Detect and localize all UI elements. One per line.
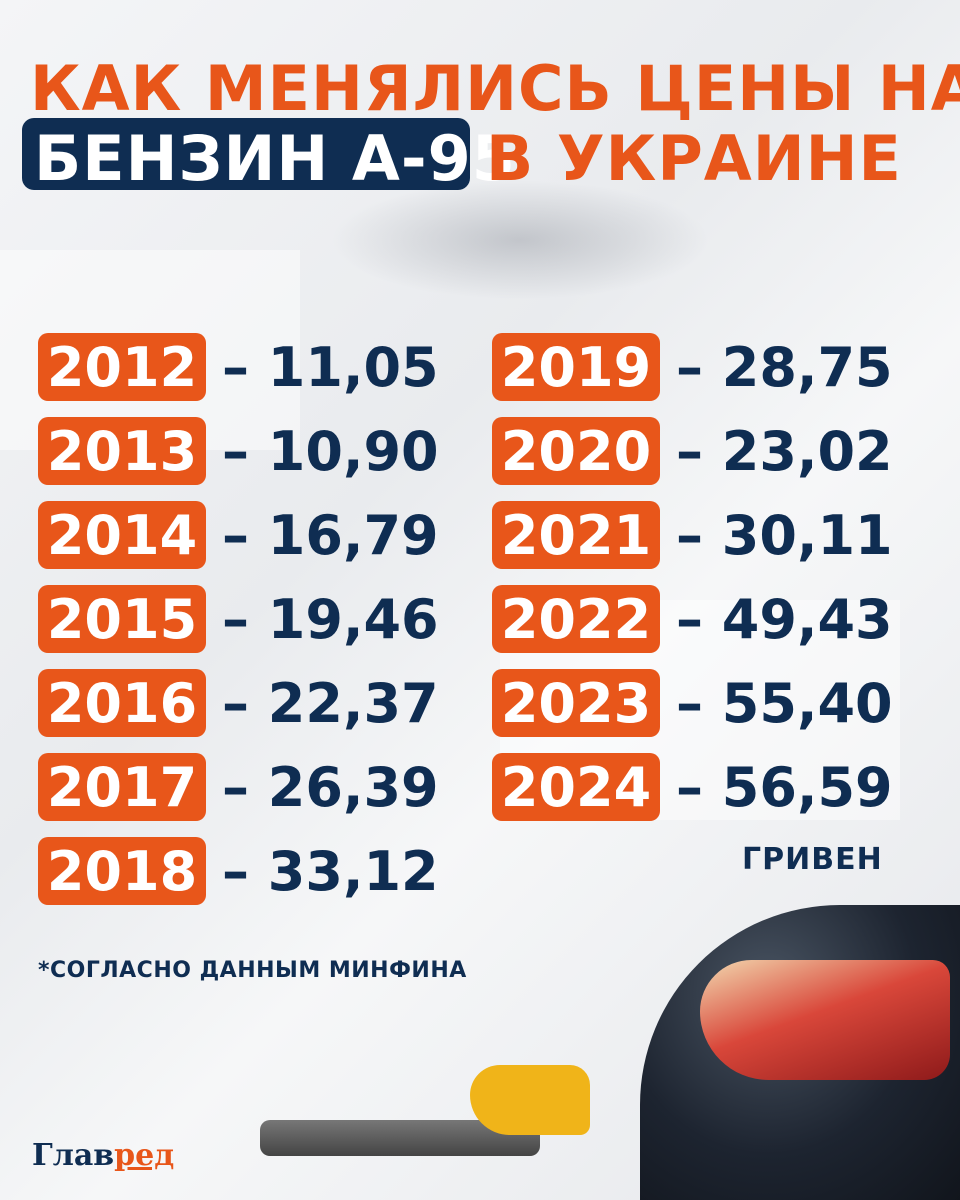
price-value: – 56,59 (676, 755, 893, 819)
price-row: 2015– 19,46 (38, 585, 439, 653)
year-badge: 2019 (492, 333, 660, 401)
price-value: – 16,79 (222, 503, 439, 567)
price-value: – 26,39 (222, 755, 439, 819)
price-value: – 22,37 (222, 671, 439, 735)
year-badge: 2012 (38, 333, 206, 401)
price-value: – 19,46 (222, 587, 439, 651)
year-badge: 2020 (492, 417, 660, 485)
logo-part-2: ред (114, 1138, 175, 1173)
price-row: 2022– 49,43 (492, 585, 893, 653)
year-badge: 2016 (38, 669, 206, 737)
price-row: 2021– 30,11 (492, 501, 893, 569)
logo-part-1: Глав (32, 1138, 115, 1173)
price-value: – 49,43 (676, 587, 893, 651)
year-badge: 2023 (492, 669, 660, 737)
price-row: 2018– 33,12 (38, 837, 439, 905)
year-badge: 2024 (492, 753, 660, 821)
price-value: – 11,05 (222, 335, 439, 399)
year-badge: 2013 (38, 417, 206, 485)
year-badge: 2017 (38, 753, 206, 821)
year-badge: 2022 (492, 585, 660, 653)
fuel-nozzle-handle-photo (470, 1065, 590, 1135)
price-row: 2020– 23,02 (492, 417, 893, 485)
fuel-nozzle-photo (330, 180, 710, 300)
year-badge: 2018 (38, 837, 206, 905)
price-row: 2023– 55,40 (492, 669, 893, 737)
price-row: 2024– 56,59 (492, 753, 893, 821)
price-row: 2016– 22,37 (38, 669, 439, 737)
price-row: 2014– 16,79 (38, 501, 439, 569)
price-value: – 10,90 (222, 419, 439, 483)
price-value: – 33,12 (222, 839, 439, 903)
price-value: – 23,02 (676, 419, 893, 483)
title-line-2: В УКРАИНЕ (486, 122, 902, 195)
price-value: – 28,75 (676, 335, 893, 399)
price-row: 2013– 10,90 (38, 417, 439, 485)
source-note: *СОГЛАСНО ДАННЫМ МИНФИНА (38, 958, 467, 983)
currency-unit: ГРИВЕН (742, 842, 883, 877)
price-row: 2012– 11,05 (38, 333, 439, 401)
price-value: – 55,40 (676, 671, 893, 735)
price-row: 2017– 26,39 (38, 753, 439, 821)
car-taillight-photo (700, 960, 950, 1080)
year-badge: 2021 (492, 501, 660, 569)
year-badge: 2014 (38, 501, 206, 569)
logo: Главред (32, 1138, 174, 1173)
title-line-1: КАК МЕНЯЛИСЬ ЦЕНЫ НА (30, 52, 960, 125)
year-badge: 2015 (38, 585, 206, 653)
price-value: – 30,11 (676, 503, 893, 567)
title-highlight: БЕНЗИН А-95 (34, 122, 516, 195)
title-highlight-box (22, 118, 470, 190)
price-row: 2019– 28,75 (492, 333, 893, 401)
